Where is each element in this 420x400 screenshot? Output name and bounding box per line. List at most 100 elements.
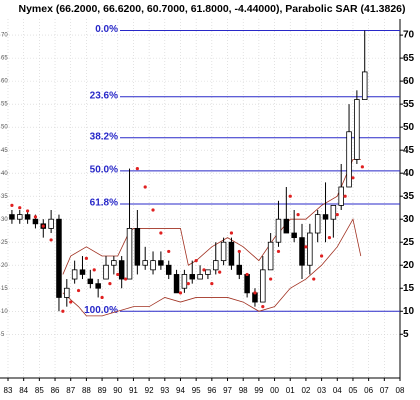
sar-dot: [261, 305, 265, 309]
fib-label: 50.0%: [90, 165, 118, 176]
candle-body: [79, 269, 86, 275]
y-tick-label: 65: [403, 53, 415, 64]
candle-body: [126, 228, 133, 280]
x-tick-label: 85: [35, 386, 44, 395]
candle-body: [87, 278, 94, 285]
sar-dot: [320, 254, 324, 258]
x-tick-label: 08: [396, 386, 405, 395]
sar-dot: [288, 194, 292, 198]
sar-dot: [135, 166, 139, 171]
y-tick-label: 70: [403, 30, 415, 41]
sar-dot: [61, 309, 65, 313]
y-tick-label-left: 45: [1, 148, 8, 154]
sar-dot: [18, 206, 22, 210]
sar-dot: [167, 249, 171, 254]
fib-label: 61.8%: [90, 198, 118, 209]
x-tick-label: 94: [176, 386, 185, 395]
candle-body: [354, 99, 360, 160]
sar-dot: [312, 277, 316, 281]
sar-dot: [100, 295, 104, 300]
candle-body: [275, 218, 282, 243]
x-tick-label: 04: [333, 386, 342, 395]
x-tick-label: 01: [286, 386, 295, 395]
fib-label: 38.2%: [90, 131, 118, 142]
candle-body: [197, 274, 203, 280]
y-tick-label: 30: [403, 214, 415, 225]
sar-dot: [296, 213, 300, 217]
y-tick-label-left: 35: [1, 194, 8, 200]
sar-dot: [84, 256, 88, 260]
candle-body: [181, 274, 188, 289]
candle-body: [158, 260, 164, 266]
sar-dot: [108, 282, 112, 286]
y-tick-label-left: 30: [1, 217, 8, 223]
sar-dot: [304, 245, 308, 249]
sar-dot: [151, 208, 155, 212]
x-tick-label: 90: [113, 386, 122, 395]
candle-body: [165, 264, 172, 275]
candle-body: [322, 214, 329, 220]
sar-dot: [202, 268, 206, 272]
sar-dot: [253, 291, 257, 295]
candle-body: [111, 260, 117, 266]
y-tick-label: 55: [403, 99, 415, 110]
y-tick-label: 45: [403, 145, 415, 156]
candle-body: [189, 274, 195, 280]
candle-body: [32, 218, 39, 225]
x-tick-label: 91: [129, 386, 138, 395]
y-tick-label-left: 65: [1, 56, 8, 62]
y-tick-label: 15: [403, 283, 415, 294]
candle-body: [361, 71, 368, 100]
sar-dot: [360, 165, 364, 169]
candle-body: [283, 218, 290, 234]
x-tick-label: 97: [223, 386, 232, 395]
candle-body: [346, 131, 352, 188]
envelope-line: [62, 218, 362, 317]
x-tick-label: 92: [145, 386, 154, 395]
sar-dot: [92, 268, 96, 272]
x-tick-label: 02: [301, 386, 310, 395]
x-tick-label: 95: [192, 386, 201, 395]
y-tick-label: 60: [403, 76, 415, 87]
y-tick-label-left: 60: [1, 79, 8, 85]
candle-body: [338, 186, 344, 206]
y-tick-label: 5: [403, 329, 409, 340]
x-tick-label: 88: [82, 386, 91, 395]
y-tick-label: 40: [403, 168, 415, 179]
x-tick-label: 05: [349, 386, 358, 395]
y-tick-label: 50: [403, 122, 415, 133]
candle-body: [17, 214, 23, 220]
sar-dot: [210, 282, 214, 286]
sar-dot: [186, 282, 190, 286]
x-tick-label: 06: [364, 386, 373, 395]
x-tick-label: 00: [270, 386, 279, 395]
sar-dot: [10, 203, 14, 208]
candle-body: [205, 269, 211, 275]
candle-body: [314, 214, 321, 234]
candle-body: [236, 264, 243, 275]
candle-body: [228, 241, 235, 266]
sar-dot: [245, 272, 249, 277]
sar-dot: [26, 209, 30, 213]
candle-body: [291, 232, 297, 239]
candle-body: [307, 232, 313, 266]
sar-dot: [327, 236, 332, 240]
sar-dot: [335, 213, 339, 217]
candle-body: [134, 228, 141, 266]
sar-dot: [143, 185, 147, 189]
sar-dot: [218, 270, 222, 274]
sar-dot: [351, 176, 355, 180]
sar-dot: [159, 231, 163, 235]
x-tick-label: 99: [254, 386, 263, 395]
sar-dot: [269, 277, 273, 281]
candle-body: [142, 260, 148, 266]
fib-label: 0.0%: [95, 24, 118, 35]
sar-dot: [124, 277, 128, 281]
candle-body: [9, 214, 15, 220]
candle-body: [56, 218, 62, 298]
x-tick-label: 89: [98, 386, 107, 395]
y-tick-label: 25: [403, 237, 415, 248]
candle-body: [118, 260, 125, 280]
x-tick-label: 86: [51, 386, 60, 395]
candle-body: [48, 218, 54, 229]
